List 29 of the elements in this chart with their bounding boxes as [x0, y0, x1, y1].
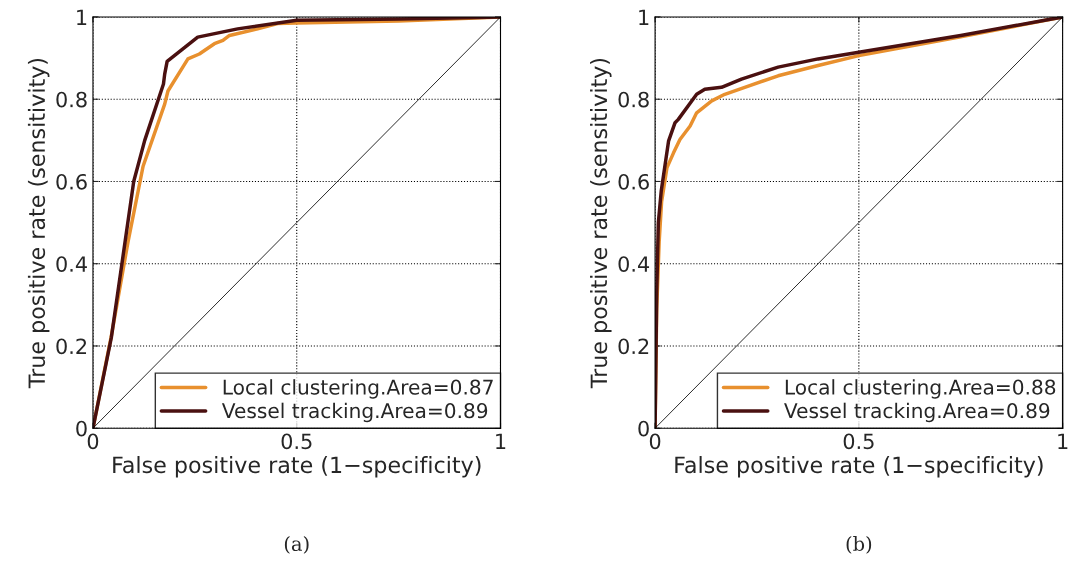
y-tick-label: 0.6 [618, 173, 649, 190]
y-tick-label: 1 [639, 9, 649, 25]
x-axis-title: False positive rate (1−specificity) [675, 456, 1043, 478]
x-tick-label: 0 [649, 433, 661, 450]
y-tick-label: 0.8 [618, 91, 649, 108]
y-tick-label: 0 [76, 420, 87, 437]
y-tick-label: 0.4 [56, 256, 87, 272]
y-axis-title: True positive rate (sensitivity) [27, 58, 50, 389]
y-tick-label: 0.8 [56, 91, 87, 108]
y-tick-label: 0 [638, 420, 649, 437]
x-tick-label: 0.5 [281, 433, 312, 450]
y-axis-title: True positive rate (sensitivity) [590, 58, 612, 389]
y-tick-label: 1 [77, 9, 87, 25]
y-tick-label: 0.2 [618, 338, 649, 355]
line-series [655, 16, 1063, 429]
x-axis-title: False positive rate (1−specificity) [113, 456, 481, 478]
y-tick-label: 0.4 [618, 256, 650, 272]
x-tick-label: 1 [496, 433, 506, 449]
x-tick-label: 1 [1058, 433, 1068, 449]
x-tick-label: 0 [87, 433, 99, 450]
y-tick-label: 0.2 [56, 338, 87, 355]
x-tick-label: 0.5 [843, 433, 874, 450]
legend-label: Local clustering.Area=0.87 [223, 379, 493, 399]
y-tick-label: 0.6 [56, 173, 87, 190]
text: (a) [284, 536, 309, 554]
text: (b) [846, 536, 872, 554]
legend-label: Vessel tracking.Area=0.89 [784, 402, 1050, 423]
legend-label: Vessel tracking.Area=0.89 [221, 402, 488, 423]
legend-label: Local clustering.Area=0.88 [785, 379, 1056, 399]
